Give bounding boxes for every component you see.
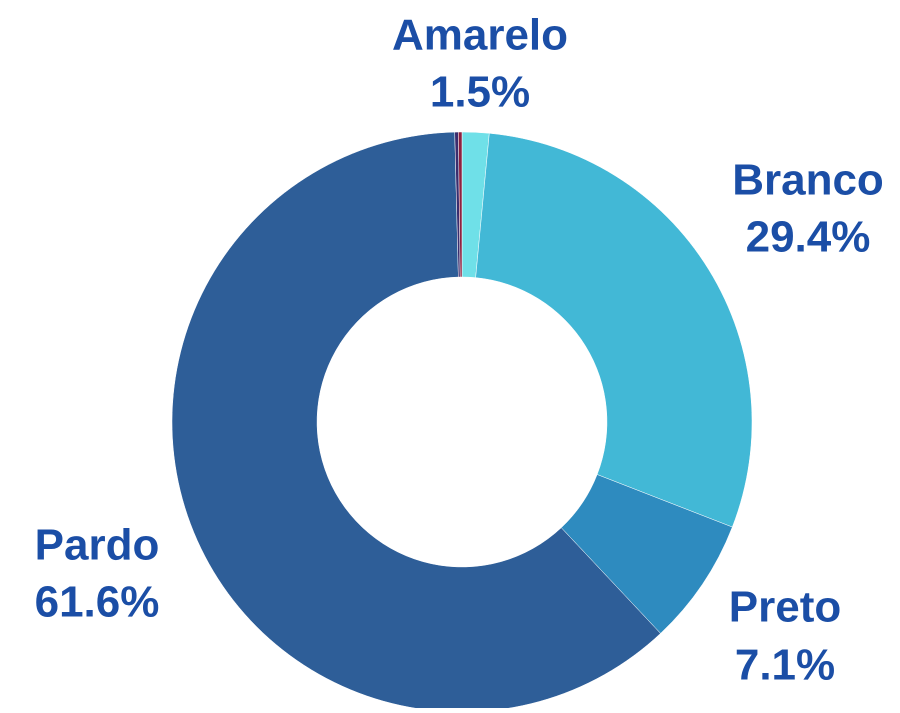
- slice-value-label: 1.5%: [430, 68, 530, 117]
- slice-label: Amarelo: [392, 11, 568, 60]
- slice-value-label: 61.6%: [35, 578, 160, 627]
- slice-value-label: 7.1%: [735, 641, 835, 690]
- slice: [171, 131, 661, 713]
- slice-label: Preto: [729, 583, 841, 632]
- slice-value-label: 29.4%: [746, 213, 871, 262]
- slice: [458, 131, 463, 278]
- slice-label: Branco: [732, 156, 884, 205]
- slice-label: Pardo: [35, 521, 160, 570]
- slice: [475, 133, 753, 528]
